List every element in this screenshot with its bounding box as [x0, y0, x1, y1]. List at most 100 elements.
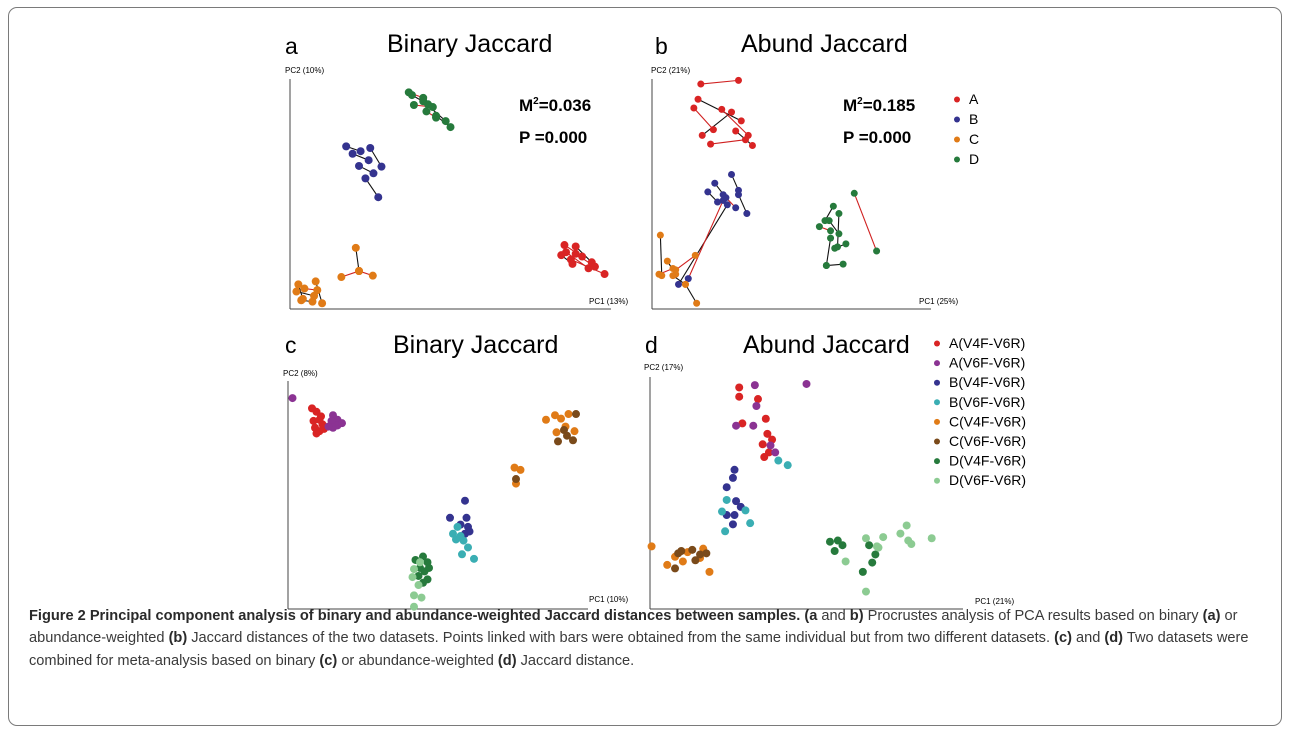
data-point-A	[600, 270, 609, 279]
legend-label: A	[969, 91, 979, 107]
data-point-B	[361, 174, 370, 183]
data-point-A	[557, 251, 566, 260]
caption-text: Procrustes analysis of PCA results based…	[863, 608, 1203, 624]
data-point-C2	[702, 549, 711, 558]
data-point-D2	[417, 593, 426, 602]
data-point-A	[571, 249, 580, 258]
legend-label: B(V4F-V6R)	[949, 374, 1025, 390]
data-point-A	[309, 416, 318, 425]
data-point-C2	[512, 475, 520, 484]
x-axis-label: PC1 (21%)	[975, 597, 1014, 606]
y-axis-label: PC2 (21%)	[651, 66, 690, 75]
caption-panel-ref: (a)	[1202, 608, 1221, 624]
data-point-C	[570, 427, 579, 436]
data-point-B	[723, 201, 731, 209]
data-point-B	[730, 511, 739, 520]
data-point-C2	[554, 437, 562, 446]
data-point-C	[510, 463, 519, 472]
data-point-B	[377, 162, 386, 171]
data-point-B	[728, 520, 737, 529]
data-point-D2	[414, 581, 423, 590]
data-point-C	[672, 270, 680, 278]
data-point-D	[835, 230, 843, 238]
data-point-C	[292, 287, 301, 296]
data-point-A	[590, 262, 599, 271]
panel-c: c Binary Jaccard PC2 (8%) PC1 (10%)	[271, 319, 633, 612]
data-point-C	[351, 243, 360, 252]
data-point-B	[732, 204, 740, 212]
data-point-D	[835, 210, 843, 218]
m2-superscript: 2	[857, 96, 863, 107]
data-point-B	[711, 179, 719, 187]
procrustes-link	[825, 238, 832, 266]
data-point-B2	[741, 506, 750, 515]
data-point-B2	[722, 495, 731, 504]
scatter-plot-b: b Abund Jaccard PC2 (21%) PC1 (25%) M2=0.185…	[651, 30, 979, 310]
caption-panel-ref: (d)	[1104, 630, 1124, 647]
data-point-C	[681, 280, 689, 288]
legend-label: C(V6F-V6R)	[949, 433, 1026, 449]
data-point-C2	[671, 564, 680, 573]
data-point-C	[663, 257, 671, 265]
caption-body: (a and b) Procrustes analysis of PCA res…	[29, 608, 1249, 669]
data-point-A	[758, 440, 767, 449]
data-point-C	[678, 557, 687, 566]
legend-marker-B2	[934, 399, 940, 406]
data-point-C	[552, 428, 561, 437]
data-point-A	[753, 395, 762, 404]
caption-text: and	[817, 608, 850, 624]
data-point-A2	[288, 394, 297, 403]
data-point-A2	[750, 381, 759, 390]
data-point-D	[830, 547, 839, 555]
data-point-D2	[896, 529, 905, 538]
data-point-C	[308, 297, 317, 306]
data-point-D	[858, 567, 867, 576]
caption-panel-ref: (c)	[1054, 630, 1072, 647]
legend-marker-A	[934, 340, 940, 347]
data-point-D	[829, 202, 837, 210]
caption-panel-ref: (a	[804, 608, 818, 624]
data-point-C	[297, 296, 306, 305]
figure-title: Principal component analysis of binary a…	[89, 608, 801, 624]
data-point-B	[366, 144, 375, 152]
legend-label: A(V6F-V6R)	[949, 355, 1025, 371]
procrustes-link	[721, 108, 749, 136]
panel-b: b Abund Jaccard PC2 (21%) PC1 (25%) M2=0.185…	[633, 19, 1033, 315]
data-point-A	[728, 108, 736, 116]
data-point-C	[542, 415, 550, 424]
data-point-C	[557, 414, 565, 423]
plot-title: Abund Jaccard	[743, 331, 910, 359]
data-point-D	[822, 262, 830, 270]
caption-text: or abundance-weighted	[337, 652, 498, 669]
data-point-D2	[408, 573, 417, 582]
data-point-A	[738, 419, 747, 428]
data-point-D2	[927, 534, 936, 543]
data-point-D	[839, 260, 847, 268]
p-value: P =0.000	[519, 128, 587, 147]
data-point-B	[348, 149, 357, 158]
data-point-C	[691, 251, 699, 259]
data-point-A2	[802, 379, 811, 388]
data-point-C	[647, 542, 656, 551]
legend-label: B(V6F-V6R)	[949, 394, 1025, 410]
data-point-B	[722, 483, 731, 492]
data-point-B	[461, 496, 469, 505]
data-point-A	[761, 414, 770, 423]
data-point-B2	[459, 536, 468, 545]
data-point-B2	[717, 507, 726, 516]
data-point-C	[705, 567, 714, 576]
data-point-B	[732, 497, 741, 506]
data-point-C	[663, 560, 672, 569]
data-point-D2	[861, 534, 870, 543]
data-point-A	[734, 76, 742, 84]
data-point-D2	[861, 587, 870, 596]
data-point-B	[684, 275, 692, 283]
data-point-A	[718, 105, 726, 113]
procrustes-link	[675, 254, 696, 271]
data-point-B	[342, 142, 351, 151]
legend-label: D	[969, 151, 979, 167]
m2-value: =0.036	[539, 96, 591, 115]
legend-label: C(V4F-V6R)	[949, 413, 1026, 429]
data-point-B	[730, 465, 739, 474]
data-point-A2	[771, 448, 780, 457]
